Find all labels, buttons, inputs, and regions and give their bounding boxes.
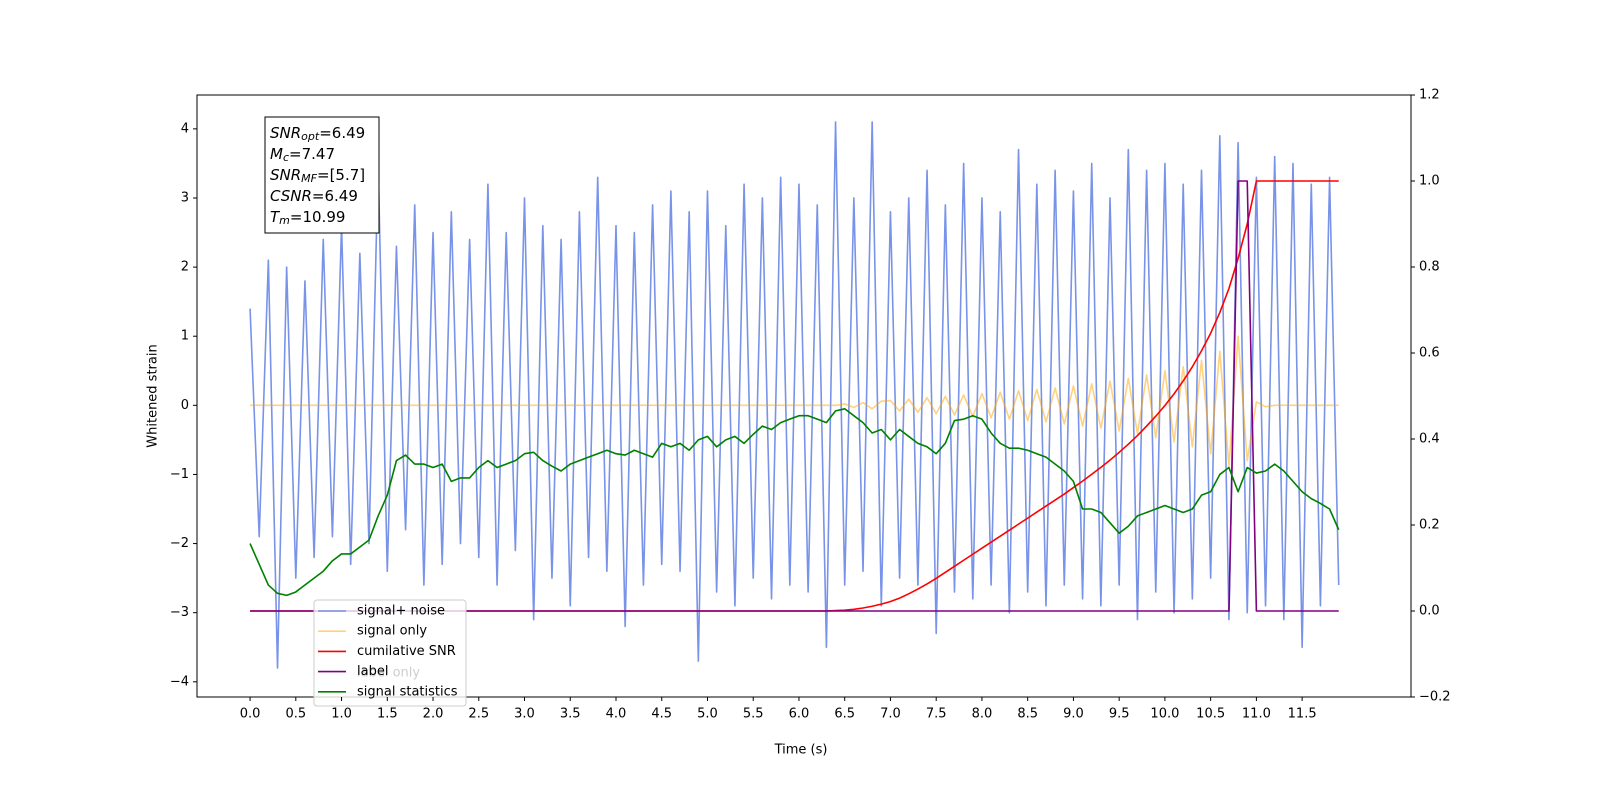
annotation-line: Tm=10.99 [270,208,345,228]
series-line [249,121,1340,669]
value: =7.47 [289,145,335,163]
x-tick-label: 7.5 [926,707,947,722]
x-tick-label: 1.0 [331,707,352,722]
legend-label: label [357,664,388,679]
legend-label: signal statistics [357,684,458,699]
value: =10.99 [290,208,346,226]
value: =6.49 [312,187,358,205]
legend-label: cumilative SNR [357,644,456,659]
y2-tick-label: 0.4 [1419,432,1440,447]
subscript: opt [301,130,320,143]
x-tick-label: 0.5 [285,707,306,722]
x-tick-label: 6.5 [834,707,855,722]
x-tick-label: 0.0 [240,707,261,722]
x-tick-label: 4.0 [606,707,627,722]
y-tick-label: 2 [181,260,189,275]
symbol: M [270,145,283,163]
x-tick-label: 2.5 [468,707,489,722]
x-tick-label: 2.0 [423,707,444,722]
y2-tick-label: −0.2 [1419,690,1451,705]
symbol: CSNR [270,187,312,205]
legend-label: signal+ noise [357,604,445,619]
y-tick-label: −2 [170,536,189,551]
y-tick-label: −4 [170,674,189,689]
subscript: c [283,151,289,164]
value: =6.49 [319,124,365,142]
x-tick-label: 5.5 [743,707,764,722]
value: =[5.7] [317,166,365,184]
x-tick-label: 9.0 [1063,707,1084,722]
x-tick-label: 11.0 [1242,707,1271,722]
y-tick-label: 1 [181,329,189,344]
x-tick-label: 3.5 [560,707,581,722]
annotation-frame [264,116,380,234]
legend-label: signal only [357,624,427,639]
y2-tick-label: 0.0 [1419,604,1440,619]
x-tick-label: 1.5 [377,707,398,722]
y-tick-label: 4 [181,121,189,136]
subscript: MF [301,172,317,185]
x-tick-label: 6.0 [789,707,810,722]
y-tick-label: 0 [181,398,189,413]
x-tick-label: 4.5 [651,707,672,722]
annotation-line: SNRMF=[5.7] [270,166,365,186]
annotation-box: SNRopt=6.49Mc=7.47SNRMF=[5.7]CSNR=6.49Tm… [264,116,380,234]
symbol: T [270,208,281,226]
legend-overlay-label: label only [357,666,420,681]
series-line [250,335,1339,467]
x-tick-label: 9.5 [1109,707,1130,722]
y2-tick-label: 0.6 [1419,346,1440,361]
legend: signal+ noise signal only cumilative SNR la… [313,599,467,707]
y-tick-label: 3 [181,190,189,205]
x-tick-label: 10.0 [1150,707,1179,722]
y-tick-label: −3 [170,605,189,620]
series-line [249,407,1340,597]
x-tick-label: 5.0 [697,707,718,722]
annotation-line: SNRopt=6.49 [270,124,365,144]
annotation-line: Mc=7.47 [270,145,335,165]
y2-tick-label: 1.0 [1419,174,1440,189]
y2-tick-label: 1.2 [1419,88,1440,103]
x-tick-label: 3.0 [514,707,535,722]
x-axis-label: Time (s) [774,743,828,758]
x-tick-label: 8.0 [972,707,993,722]
y-axis-label: Whitened strain [146,344,161,447]
x-tick-label: 11.5 [1288,707,1317,722]
x-tick-label: 7.0 [880,707,901,722]
y2-tick-label: 0.8 [1419,260,1440,275]
x-tick-label: 8.5 [1017,707,1038,722]
x-tick-label: 10.5 [1196,707,1225,722]
symbol: SNR [270,124,301,142]
symbol: SNR [270,166,301,184]
y-tick-label: −1 [170,467,189,482]
subscript: m [279,214,290,227]
annotation-line: CSNR=6.49 [270,187,358,205]
legend-frame [313,599,467,707]
y2-tick-label: 0.2 [1419,518,1440,533]
axes-frame [196,94,1412,698]
